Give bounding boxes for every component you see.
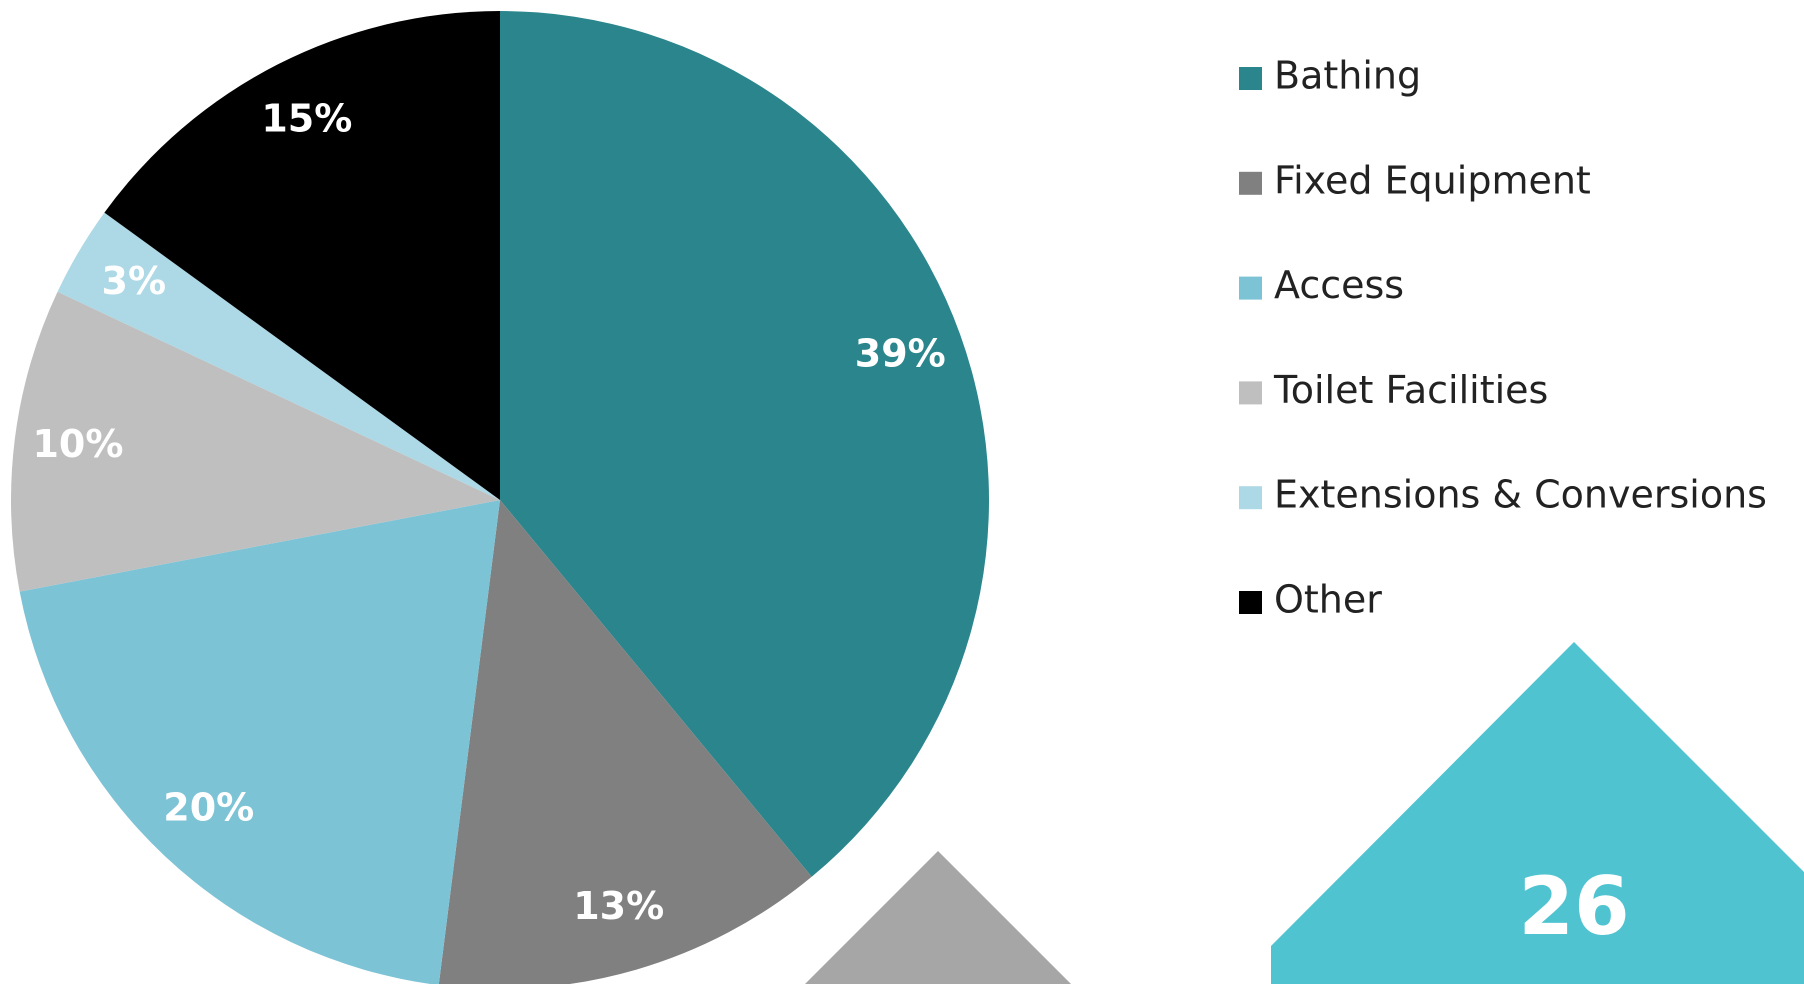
legend-swatch — [1239, 67, 1262, 90]
page-number: 26 — [1518, 860, 1629, 953]
slice-label: 15% — [261, 96, 352, 140]
legend-label: Other — [1274, 578, 1382, 622]
decor-page-shape — [1271, 642, 1804, 984]
slice-label: 20% — [163, 786, 254, 830]
legend-label: Extensions & Conversions — [1274, 473, 1767, 517]
pie-slice — [500, 11, 989, 877]
slice-label: 10% — [32, 422, 123, 466]
legend-swatch — [1239, 276, 1262, 300]
pie-slice — [11, 291, 501, 592]
legend-label: Access — [1274, 263, 1404, 307]
slice-label: 39% — [855, 331, 946, 375]
legend-swatch — [1239, 381, 1262, 405]
pie-slice — [19, 500, 500, 984]
pie-slice — [57, 212, 500, 501]
pie-slice — [438, 500, 812, 984]
pie-slice — [104, 10, 500, 500]
legend-label: Fixed Equipment — [1274, 158, 1591, 202]
legend-label: Toilet Facilities — [1273, 368, 1548, 412]
legend-swatch — [1239, 171, 1262, 195]
decor-triangle — [805, 851, 1071, 984]
pie — [11, 10, 989, 984]
legend-swatch — [1239, 486, 1262, 510]
legend-label: Bathing — [1274, 54, 1421, 98]
legend-swatch — [1239, 591, 1262, 614]
slice-label: 3% — [102, 259, 167, 303]
slice-label: 13% — [573, 884, 664, 928]
